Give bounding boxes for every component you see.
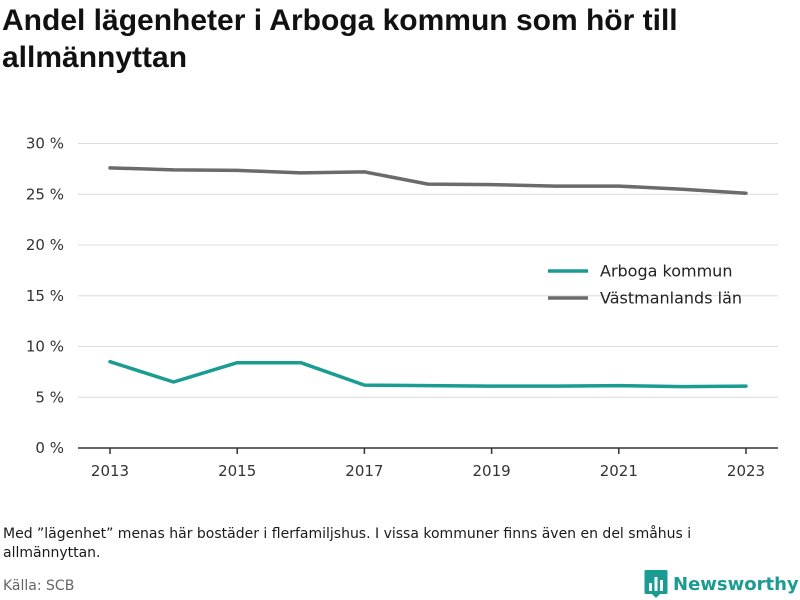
brand-logo: Newsworthy: [644, 569, 799, 599]
bar-chart-logo-icon: [644, 570, 668, 598]
y-tick-label: 25 %: [26, 185, 64, 203]
x-axis: 2013 2015 2017 2019 2021 2023: [78, 447, 778, 480]
chart-title: Andel lägenheter i Arboga kommun som hör…: [2, 4, 678, 74]
series-line-1: [108, 166, 748, 195]
y-axis-tick-labels: 0 % 5 % 10 % 15 % 20 % 25 % 30 %: [26, 135, 64, 458]
series-line-0: [108, 359, 748, 389]
x-tick-label: 2021: [600, 462, 638, 480]
source-label: Källa: SCB: [3, 578, 75, 594]
legend-label: Västmanlands län: [600, 289, 742, 308]
y-tick-label: 5 %: [35, 388, 64, 406]
x-tick-label: 2017: [345, 462, 383, 480]
x-tick-label: 2019: [473, 462, 511, 480]
series-lines: [108, 166, 748, 389]
brand-name: Newsworthy: [673, 573, 799, 595]
legend-label: Arboga kommun: [600, 262, 732, 281]
x-tick-label: 2013: [91, 462, 129, 480]
line-chart: 0 %5 %10 %15 %20 %25 %30 % 2013 2015 2017 2…: [26, 135, 778, 480]
footnote: Med ”lägenhet” menas här bostäder i fler…: [3, 526, 692, 561]
grid-lines: [78, 143, 778, 398]
y-tick-label: 10 %: [26, 338, 64, 356]
y-tick-label: 20 %: [26, 236, 64, 254]
x-tick-label: 2023: [727, 462, 765, 480]
y-tick-label: 0 %: [35, 439, 64, 457]
x-tick-label: 2015: [218, 462, 256, 480]
y-tick-label: 15 %: [26, 287, 64, 305]
y-tick-label: 30 %: [26, 135, 64, 153]
legend: Arboga kommun Västmanlands län: [548, 262, 742, 308]
